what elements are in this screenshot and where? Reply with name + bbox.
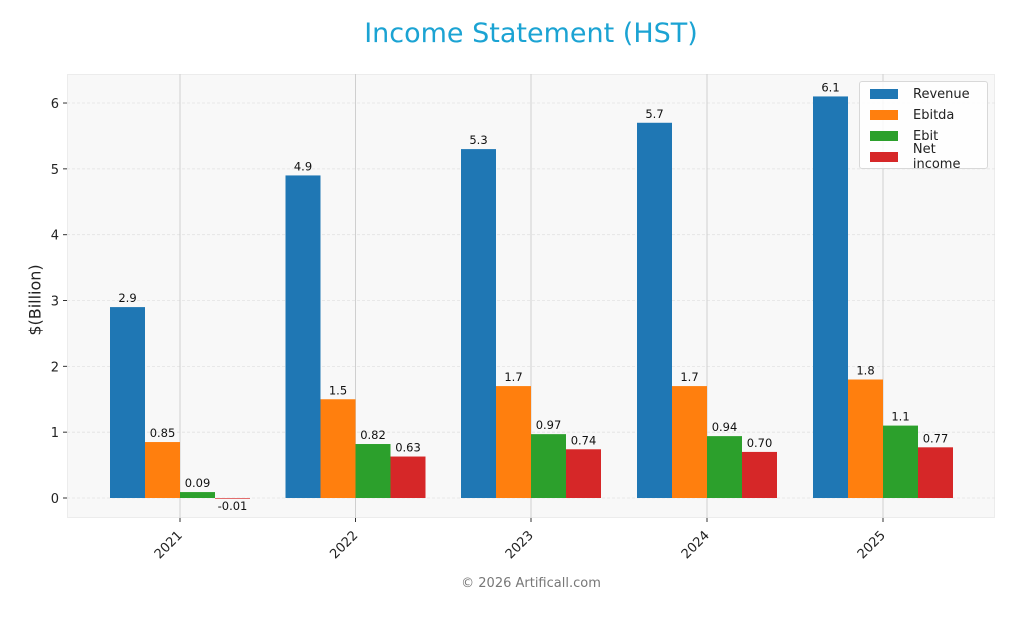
bar-ebit [180, 492, 215, 498]
y-tick-label: 0 [51, 492, 59, 507]
legend-item-net-income: Net income [870, 142, 987, 172]
x-tick-label: 2024 [679, 528, 713, 562]
bar-revenue [285, 175, 321, 499]
bar-ebit [355, 444, 391, 498]
bar-ebit [883, 425, 918, 498]
bar-net-income [566, 449, 601, 498]
bar-value-label: 0.77 [923, 431, 949, 445]
x-tick-label: 2023 [503, 528, 537, 562]
bar-value-label: 0.85 [150, 426, 176, 440]
legend-swatch-revenue [870, 89, 898, 99]
legend-label: Ebitda [913, 107, 955, 123]
legend: Revenue Ebitda Ebit Net income [859, 81, 988, 172]
bar-revenue [461, 149, 496, 498]
bar-value-label: 0.70 [747, 436, 773, 450]
bar-net-income [390, 456, 426, 498]
y-tick-label: 3 [51, 295, 59, 310]
y-tick-label: 6 [51, 97, 59, 112]
bar-ebitda [496, 386, 531, 498]
bar-value-label: 0.63 [395, 441, 421, 455]
legend-item-ebitda: Ebitda [870, 107, 954, 123]
legend-swatch-ebit [870, 131, 898, 141]
bar-value-label: 0.97 [536, 418, 562, 432]
bar-value-label: 0.74 [571, 433, 597, 447]
y-tick-label: 1 [51, 426, 59, 441]
bar-revenue [110, 307, 145, 498]
bar-value-label: -0.01 [218, 499, 248, 513]
y-tick-label: 4 [51, 229, 59, 244]
legend-swatch-net-income [870, 152, 898, 162]
bar-value-label: 1.7 [680, 370, 698, 384]
y-tick-label: 2 [51, 360, 59, 375]
legend-label: Revenue [913, 86, 970, 102]
bar-value-label: 5.7 [645, 107, 663, 121]
bar-value-label: 1.1 [891, 410, 909, 424]
bar-revenue [637, 122, 672, 499]
bar-value-label: 0.82 [360, 428, 386, 442]
bar-value-label: 2.9 [118, 291, 136, 305]
legend-label: Ebit [913, 128, 939, 144]
y-tick-label: 5 [51, 163, 59, 178]
legend-label: Net income [912, 142, 961, 172]
bar-value-label: 1.8 [856, 364, 874, 378]
bar-value-label: 0.94 [712, 420, 738, 434]
bar-net-income [742, 451, 777, 498]
bar-ebitda [848, 379, 883, 498]
x-tick-label: 2021 [152, 528, 186, 562]
bar-ebitda [320, 399, 356, 498]
bar-ebit [531, 434, 566, 498]
x-tick-label: 2025 [855, 528, 889, 562]
legend-item-ebit: Ebit [870, 128, 938, 144]
bar-value-label: 5.3 [469, 133, 487, 147]
bar-ebitda [145, 442, 180, 498]
bar-ebit [707, 436, 742, 498]
bar-net-income [215, 498, 250, 499]
bar-value-label: 4.9 [294, 159, 312, 173]
bar-revenue [813, 96, 848, 498]
legend-item-revenue: Revenue [870, 86, 970, 102]
copyright-footer: © 2026 Artificall.com [461, 576, 601, 591]
bar-value-label: 1.5 [329, 383, 347, 397]
bar-value-label: 6.1 [821, 80, 839, 94]
chart-title: Income Statement (HST) [364, 18, 698, 49]
bar-ebitda [672, 386, 707, 498]
bar-value-label: 1.7 [504, 370, 522, 384]
bar-net-income [918, 447, 953, 498]
x-tick-label: 2022 [327, 528, 361, 562]
bar-value-label: 0.09 [185, 476, 211, 490]
legend-swatch-ebitda [870, 110, 898, 120]
